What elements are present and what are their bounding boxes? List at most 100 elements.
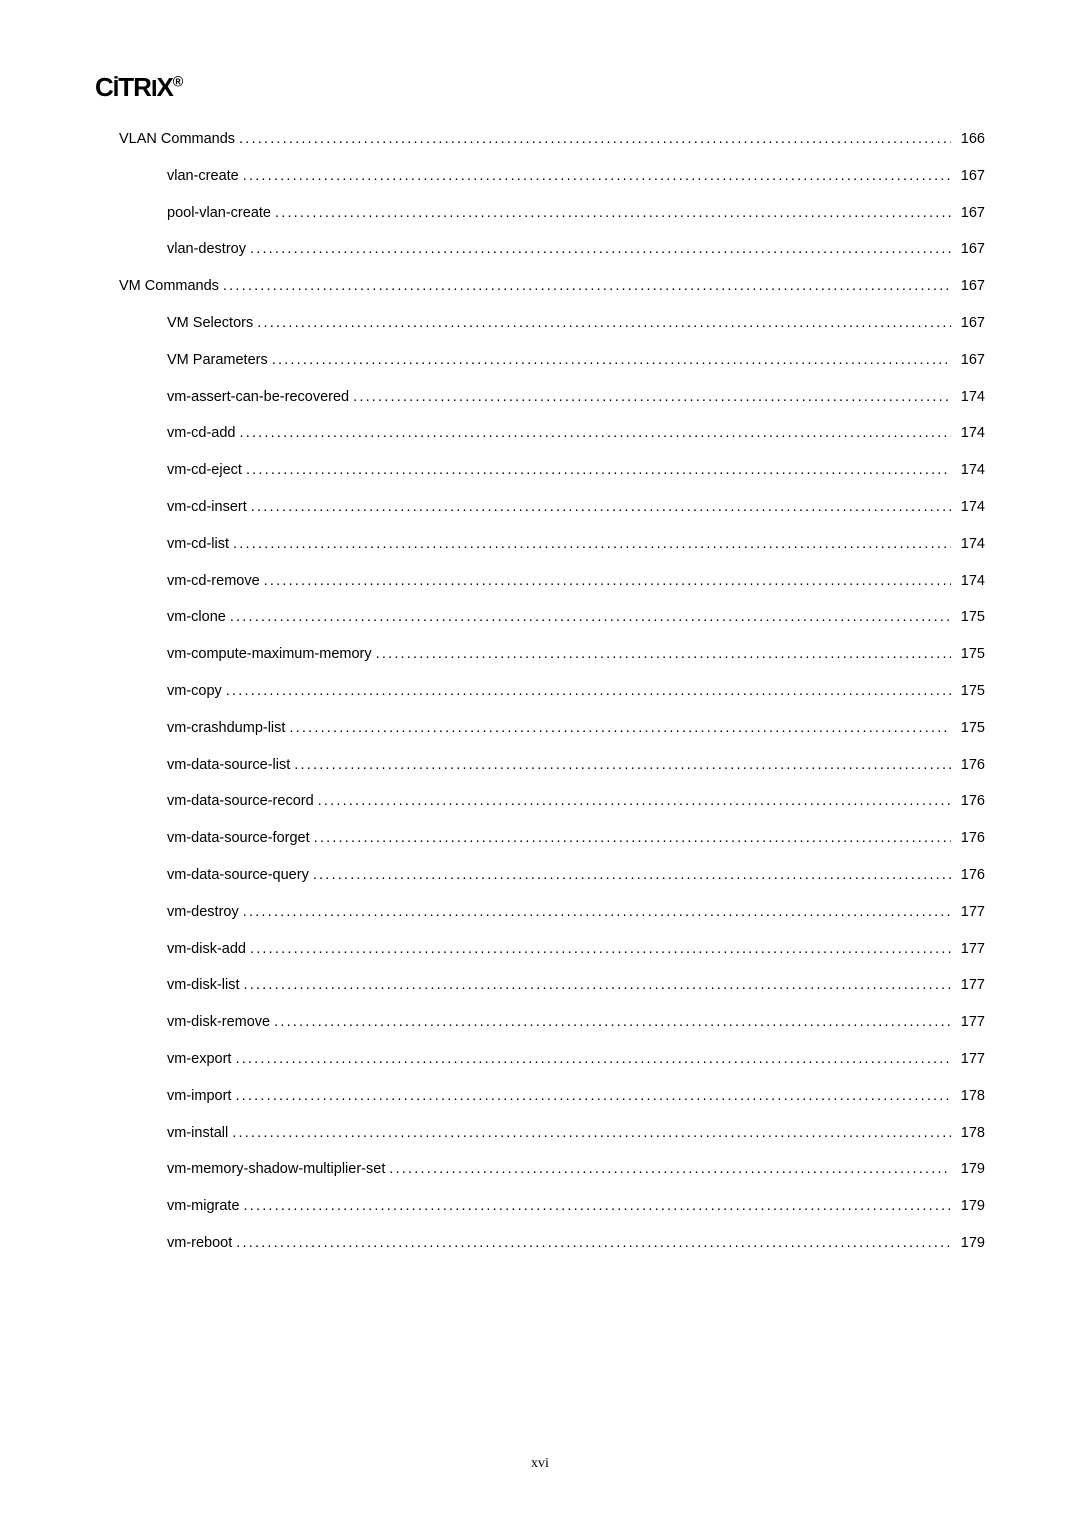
toc-page[interactable]: 175 (955, 683, 985, 699)
toc-leader (251, 499, 951, 515)
toc-leader (236, 1235, 951, 1251)
toc-label[interactable]: vm-migrate (167, 1198, 240, 1214)
toc-page[interactable]: 167 (955, 205, 985, 221)
toc-label[interactable]: VM Commands (119, 278, 219, 294)
toc-label[interactable]: vm-import (167, 1088, 231, 1104)
toc-label[interactable]: vm-clone (167, 609, 226, 625)
toc-page[interactable]: 178 (955, 1125, 985, 1141)
toc-label[interactable]: VM Selectors (167, 315, 253, 331)
toc-row: vm-cd-eject 174 (95, 462, 985, 478)
toc-page[interactable]: 174 (955, 389, 985, 405)
toc-leader (239, 131, 951, 147)
toc-leader (244, 977, 951, 993)
toc-row: vm-crashdump-list 175 (95, 720, 985, 736)
toc-leader (250, 941, 951, 957)
toc-label[interactable]: vm-copy (167, 683, 222, 699)
toc-leader (235, 1088, 950, 1104)
toc-label[interactable]: vm-data-source-query (167, 867, 309, 883)
toc-page[interactable]: 178 (955, 1088, 985, 1104)
toc-label[interactable]: vm-destroy (167, 904, 239, 920)
page-number-text: xvi (531, 1456, 549, 1471)
toc-label[interactable]: vm-disk-remove (167, 1014, 270, 1030)
toc-row: vm-memory-shadow-multiplier-set 179 (95, 1161, 985, 1177)
toc-label[interactable]: vm-cd-eject (167, 462, 242, 478)
toc-leader (318, 793, 951, 809)
toc-leader (272, 352, 951, 368)
citrix-logo: CİTRIX® (95, 72, 985, 103)
toc-page[interactable]: 174 (955, 425, 985, 441)
toc-page[interactable]: 177 (955, 1014, 985, 1030)
toc-label[interactable]: vlan-destroy (167, 241, 246, 257)
toc-leader (289, 720, 950, 736)
toc-page[interactable]: 174 (955, 536, 985, 552)
toc-label[interactable]: vlan-create (167, 168, 239, 184)
toc-label[interactable]: vm-cd-add (167, 425, 236, 441)
toc-label[interactable]: vm-compute-maximum-memory (167, 646, 372, 662)
toc-leader (240, 425, 951, 441)
toc-leader (389, 1161, 950, 1177)
toc-row: vm-copy 175 (95, 683, 985, 699)
toc-page[interactable]: 167 (955, 168, 985, 184)
toc-page[interactable]: 179 (955, 1198, 985, 1214)
toc-label[interactable]: vm-assert-can-be-recovered (167, 389, 349, 405)
toc-label[interactable]: vm-data-source-record (167, 793, 314, 809)
toc-page[interactable]: 167 (955, 315, 985, 331)
toc-page[interactable]: 175 (955, 720, 985, 736)
toc-leader (226, 683, 951, 699)
toc-row: vm-assert-can-be-recovered 174 (95, 389, 985, 405)
toc-leader (314, 830, 951, 846)
toc-leader (274, 1014, 951, 1030)
toc-page[interactable]: 174 (955, 573, 985, 589)
toc-page[interactable]: 176 (955, 757, 985, 773)
toc-label[interactable]: vm-crashdump-list (167, 720, 285, 736)
toc-leader (376, 646, 951, 662)
toc-page[interactable]: 177 (955, 941, 985, 957)
table-of-contents: VLAN Commands166vlan-create167pool-vlan-… (95, 131, 985, 1251)
toc-label[interactable]: VLAN Commands (119, 131, 235, 147)
toc-page[interactable]: 174 (955, 499, 985, 515)
toc-label[interactable]: vm-install (167, 1125, 228, 1141)
toc-row: vm-export 177 (95, 1051, 985, 1067)
toc-page[interactable]: 167 (955, 278, 985, 294)
toc-leader (257, 315, 951, 331)
toc-page[interactable]: 167 (955, 352, 985, 368)
toc-leader (232, 1125, 951, 1141)
toc-page[interactable]: 176 (955, 867, 985, 883)
toc-page[interactable]: 175 (955, 609, 985, 625)
toc-leader (313, 867, 951, 883)
toc-label[interactable]: vm-data-source-list (167, 757, 290, 773)
toc-label[interactable]: vm-export (167, 1051, 231, 1067)
toc-leader (275, 205, 951, 221)
toc-row: vm-destroy 177 (95, 904, 985, 920)
toc-leader (264, 573, 951, 589)
toc-row: vm-clone 175 (95, 609, 985, 625)
toc-row: vm-compute-maximum-memory 175 (95, 646, 985, 662)
toc-label[interactable]: vm-cd-list (167, 536, 229, 552)
toc-label[interactable]: vm-reboot (167, 1235, 232, 1251)
toc-row: vm-cd-insert 174 (95, 499, 985, 515)
toc-label[interactable]: vm-cd-remove (167, 573, 260, 589)
toc-page[interactable]: 179 (955, 1235, 985, 1251)
toc-page[interactable]: 179 (955, 1161, 985, 1177)
toc-leader (243, 904, 951, 920)
toc-page[interactable]: 175 (955, 646, 985, 662)
toc-leader (250, 241, 951, 257)
toc-label[interactable]: VM Parameters (167, 352, 268, 368)
toc-row: VM Parameters 167 (95, 352, 985, 368)
toc-page[interactable]: 177 (955, 1051, 985, 1067)
toc-page[interactable]: 177 (955, 977, 985, 993)
toc-page[interactable]: 166 (955, 131, 985, 147)
toc-row: pool-vlan-create 167 (95, 205, 985, 221)
toc-label[interactable]: vm-memory-shadow-multiplier-set (167, 1161, 385, 1177)
toc-leader (353, 389, 951, 405)
toc-label[interactable]: vm-disk-list (167, 977, 240, 993)
toc-label[interactable]: pool-vlan-create (167, 205, 271, 221)
toc-page[interactable]: 174 (955, 462, 985, 478)
toc-label[interactable]: vm-cd-insert (167, 499, 247, 515)
toc-label[interactable]: vm-data-source-forget (167, 830, 310, 846)
toc-page[interactable]: 177 (955, 904, 985, 920)
toc-page[interactable]: 167 (955, 241, 985, 257)
toc-label[interactable]: vm-disk-add (167, 941, 246, 957)
toc-page[interactable]: 176 (955, 793, 985, 809)
toc-page[interactable]: 176 (955, 830, 985, 846)
